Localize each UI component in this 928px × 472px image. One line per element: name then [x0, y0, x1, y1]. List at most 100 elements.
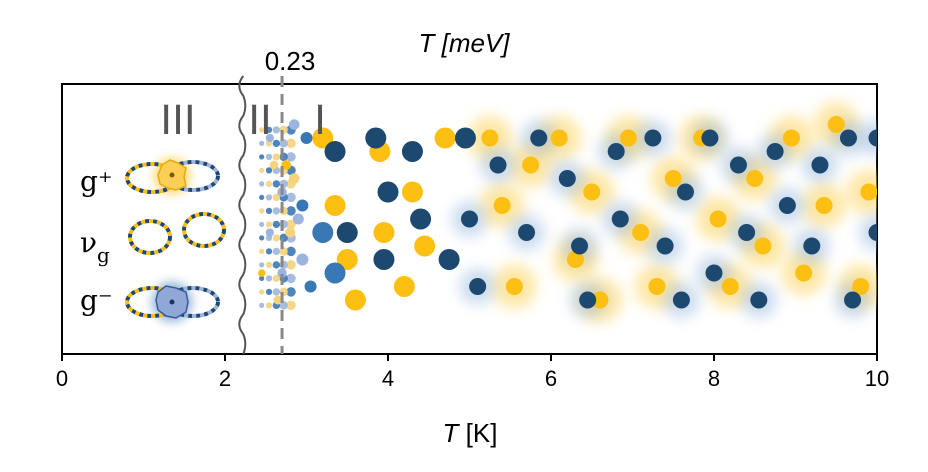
region-ii-dot [272, 288, 281, 296]
region-ii-dot [265, 194, 273, 201]
region-ii-dot [265, 207, 273, 215]
data-point [377, 181, 399, 203]
data-point [288, 119, 300, 130]
data-point [277, 268, 287, 278]
data-point [607, 143, 625, 160]
state-icon-g-plus [125, 158, 220, 194]
region-ii-dot [259, 275, 265, 281]
data-point [754, 237, 772, 255]
data-point [489, 156, 507, 174]
data-point [648, 278, 666, 295]
state-label-nu-g: νg [80, 226, 110, 267]
data-point [729, 156, 747, 174]
region-ii-dot [259, 127, 265, 133]
region-ii-dot [279, 247, 288, 256]
data-point [481, 129, 499, 147]
data-point [815, 197, 833, 214]
region-ii-dot [272, 220, 281, 229]
region-ii-dot [259, 181, 265, 187]
data-point [296, 199, 309, 212]
region-ii-dot [272, 180, 281, 188]
x-tick-label: 0 [56, 366, 68, 391]
data-point [721, 278, 739, 295]
data-point [839, 129, 857, 147]
data-point [632, 224, 650, 241]
data-point [265, 133, 274, 143]
region-ii-dot [259, 262, 265, 268]
region-ii-dot [286, 246, 296, 257]
data-point [746, 170, 764, 187]
region-ii-dot [286, 152, 296, 162]
region-ii-dot [259, 235, 265, 241]
data-point [522, 156, 540, 174]
data-point [265, 228, 274, 237]
data-point [701, 129, 719, 147]
data-point [324, 262, 346, 284]
data-point [766, 143, 784, 160]
data-point [414, 235, 436, 257]
region-ii-dot [272, 139, 281, 148]
region-ii-dot [259, 194, 265, 200]
data-point [844, 291, 862, 309]
region-ii-dot [286, 219, 296, 230]
region-ii-dot [265, 126, 273, 134]
region-ii-dot [259, 221, 265, 227]
region-ii-dot [259, 302, 265, 308]
region-ii-dot [272, 193, 281, 202]
data-point [579, 291, 597, 309]
data-point-halo [859, 214, 877, 251]
region-ii-dot [286, 273, 296, 284]
region-label-iii: III [160, 98, 195, 144]
x-tick-label: 8 [708, 366, 720, 391]
data-point-halo [859, 120, 877, 156]
region-ii-dot [259, 289, 265, 295]
data-point [571, 237, 589, 255]
data-point [611, 210, 629, 228]
data-point [373, 222, 395, 243]
region-ii-dot [265, 167, 273, 174]
data-point [676, 183, 694, 201]
top-axis-title: T [meV] [418, 28, 510, 58]
region-ii-dot [259, 154, 265, 160]
state-label-g-plus: g⁺ [80, 165, 113, 198]
data-point [505, 278, 523, 295]
region-ii-dot [265, 221, 273, 228]
data-point [281, 160, 292, 170]
region-ii-dot [286, 206, 296, 216]
data-point [803, 237, 821, 255]
region-label-i: I [314, 98, 326, 144]
region-label-ii: II [248, 98, 272, 144]
data-point [401, 141, 423, 162]
data-point [583, 183, 601, 201]
x-tick-label: 10 [865, 366, 889, 391]
region-ii-dot [265, 180, 273, 188]
data-point [664, 170, 682, 187]
x-axis-title: T [K] [443, 418, 498, 448]
data-point [493, 197, 511, 214]
data-point [566, 251, 584, 268]
data-point [401, 181, 423, 203]
data-point [558, 170, 576, 187]
data-point [454, 127, 476, 149]
axis-break-line [238, 75, 247, 355]
x-axis-ticks: 0 2 4 6 8 10 [56, 354, 889, 391]
data-point [336, 222, 358, 243]
region-ii-dot [259, 167, 265, 173]
data-point [434, 127, 456, 149]
dot-layer [257, 116, 877, 311]
data-point [410, 208, 432, 230]
x-tick-label: 6 [545, 366, 557, 391]
data-point [324, 195, 346, 216]
data-point [344, 289, 366, 311]
data-point [591, 291, 609, 309]
data-point [438, 249, 460, 270]
region-ii-dot [286, 300, 296, 311]
data-point [750, 291, 768, 309]
data-point [550, 129, 568, 147]
data-point [269, 160, 279, 170]
data-point [393, 276, 415, 297]
region-ii-dot [286, 138, 296, 149]
halo-layer [451, 102, 877, 323]
data-point [373, 249, 395, 270]
data-point [672, 291, 690, 309]
